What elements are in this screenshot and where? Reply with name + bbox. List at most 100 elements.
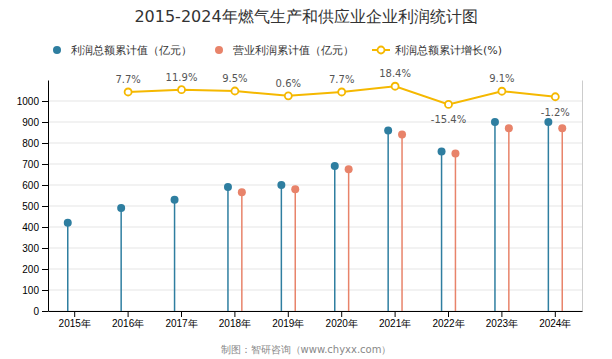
lollipop-head [64,219,72,227]
x-tick: 2015年 [59,311,91,329]
lollipop-stem [401,135,403,311]
x-tick: 2016年 [112,311,144,329]
chart-container: 2015-2024年燃气生产和供应业企业利润统计图010020030040050… [0,0,612,359]
grid-line [48,143,582,144]
line-marker [231,88,238,95]
lollipop-stem [241,192,243,311]
x-tick-label: 2023年 [486,318,518,329]
lollipop-head [117,204,125,212]
lollipop-head [171,196,179,204]
y-tick: 300 [22,243,48,254]
legend-symbol [378,47,385,54]
legend: 利润总额累计值（亿元） 营业利润累计值（亿元） 利润总额累计增长(%) [53,44,502,57]
marks [64,83,566,311]
y-tick: 900 [22,117,48,128]
x-tick: 2023年 [486,311,518,329]
y-tick-mark [42,269,48,270]
data-label: 9.1% [489,73,514,84]
y-tick: 400 [22,222,48,233]
legend-item: 利润总额累计增长(%) [372,44,502,57]
x-axis: 2015年 2016年 2017年 2018年 2019年 2020年 2021年 2022年… [49,311,583,329]
lollipop-stem [494,122,496,311]
grid-line [48,122,582,123]
lollipop-stem [508,128,510,311]
lollipop-stem [120,208,122,311]
x-tick: 2020年 [326,311,358,329]
y-tick-mark [42,143,48,144]
lollipop-stem [174,200,176,311]
legend-label: 营业利润累计值（亿元） [233,44,354,57]
line-marker [392,83,399,90]
y-tick-mark [42,101,48,102]
lollipop-head [438,147,446,155]
lollipop-stem [441,151,443,311]
data-label: 11.9% [166,72,198,83]
y-tick-mark [42,248,48,249]
lollipop-stem [227,187,229,311]
x-tick-label: 2018年 [219,318,251,329]
lollipop-head [544,118,552,126]
lollipop-series [238,124,566,311]
line-marker [552,93,559,100]
lollipop-stem [548,122,550,311]
lollipop-stem [348,169,350,311]
x-tick-mark [555,311,556,317]
grid-line [48,227,582,228]
lollipop-stem [387,130,389,311]
footer: 制图：智研咨询（www.chyxx.com） [221,344,392,355]
y-tick: 600 [22,180,48,191]
x-tick-mark [341,311,342,317]
growth-line [128,86,555,104]
data-label: 9.5% [222,73,247,84]
x-tick-label: 2016年 [112,318,144,329]
legend-item: 营业利润累计值（亿元） [215,44,354,57]
lollipop-head [384,126,392,134]
x-tick-label: 2019年 [272,318,304,329]
x-tick-mark [74,311,75,317]
y-tick: 100 [22,285,48,296]
x-tick: 2022年 [432,311,464,329]
x-tick: 2017年 [165,311,197,329]
y-tick-label: 500 [22,201,39,212]
x-tick-label: 2015年 [59,318,91,329]
grid-line [48,185,582,186]
y2-axis-line [582,81,583,312]
y-tick: 1000 [17,96,48,107]
legend-symbol [53,46,61,54]
grid-line [48,206,582,207]
y-tick: 500 [22,201,48,212]
data-label: -1.2% [541,107,570,118]
y-tick-label: 400 [22,222,39,233]
lollipop-stem [334,166,336,311]
lollipop-series [64,118,553,311]
x-tick-mark [448,311,449,317]
x-tick: 2024年 [539,311,571,329]
grid-line [48,290,582,291]
x-tick-label: 2024年 [539,318,571,329]
legend-label: 利润总额累计增长(%) [395,44,502,57]
y-axis: 01002003004005006007008009001000 [17,81,49,317]
x-tick-mark [128,311,129,317]
chart-title: 2015-2024年燃气生产和供应业企业利润统计图 [134,7,477,26]
grid-line [48,269,582,270]
data-label: -15.4% [431,114,466,125]
legend-label: 利润总额累计值（亿元） [71,44,192,57]
lollipop-head [238,188,246,196]
y-tick: 700 [22,159,48,170]
legend-symbol [215,46,223,54]
x-tick: 2018年 [219,311,251,329]
y-tick-label: 1000 [17,96,40,107]
grid-line [48,248,582,249]
x-tick: 2021年 [379,311,411,329]
y-tick-mark [42,164,48,165]
x-tick-mark [501,311,502,317]
lollipop-head [491,118,499,126]
x-tick-label: 2021年 [379,318,411,329]
data-labels: 7.7%11.9%9.5%0.6%7.7%18.4%-15.4%9.1%-1.2… [115,68,569,125]
y-tick-label: 300 [22,243,39,254]
line-marker [285,92,292,99]
lollipop-head [451,150,459,158]
y-tick-mark [42,122,48,123]
y-tick-label: 900 [22,117,39,128]
y-tick-mark [42,227,48,228]
